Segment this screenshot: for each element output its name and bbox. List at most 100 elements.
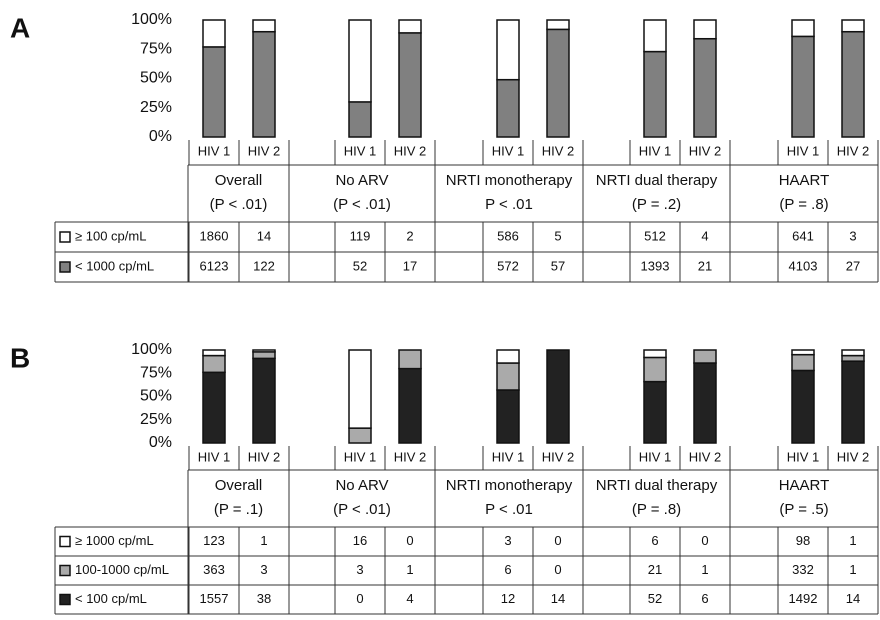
group-stat: (P = .8) (779, 196, 828, 213)
y-tick-label: 0% (149, 434, 172, 451)
group-name: HAART (779, 477, 830, 494)
cell-value: 5 (554, 228, 561, 243)
bar-segment (841, 349, 865, 357)
cell-value: 1 (701, 562, 708, 577)
cell-value: 0 (356, 591, 363, 606)
bar-segment (348, 101, 372, 138)
bar-segment (202, 46, 226, 138)
y-tick-label: 75% (140, 364, 172, 381)
cell-value: 52 (353, 258, 367, 273)
legend-swatch (59, 231, 71, 243)
y-tick-label: 50% (140, 388, 172, 405)
bar-segment (496, 389, 520, 444)
bar-segment (546, 19, 570, 31)
cell-value: 3 (849, 228, 856, 243)
bar-segment (643, 19, 667, 53)
cell-value: 4 (701, 228, 708, 243)
bar-segment (841, 19, 865, 33)
bar-segment (202, 349, 226, 357)
bar-segment (398, 349, 422, 370)
cell-value: 14 (846, 591, 860, 606)
bar-label: HIV 1 (344, 449, 377, 464)
row-label: < 1000 cp/mL (75, 258, 154, 273)
bar-segment (841, 354, 865, 362)
bar-segment (202, 354, 226, 374)
bar-segment (643, 50, 667, 138)
row-label: ≥ 1000 cp/mL (75, 533, 154, 548)
cell-value: 1 (260, 533, 267, 548)
y-tick-label: 75% (140, 40, 172, 57)
y-tick-label: 0% (149, 128, 172, 145)
bar-segment (693, 362, 717, 444)
group-name: NRTI monotherapy (446, 172, 573, 189)
cell-value: 512 (644, 228, 666, 243)
bar-label: HIV 2 (689, 143, 722, 158)
group-stat: (P = .2) (632, 196, 681, 213)
bar-label: HIV 2 (542, 449, 575, 464)
group-stat: P < .01 (485, 501, 533, 518)
bar-label: HIV 1 (639, 449, 672, 464)
row-label: ≥ 100 cp/mL (75, 228, 146, 243)
cell-value: 3 (504, 533, 511, 548)
group-name: No ARV (335, 172, 388, 189)
group-name: NRTI dual therapy (596, 172, 718, 189)
cell-value: 122 (253, 258, 275, 273)
group-stat: (P = .5) (779, 501, 828, 518)
bar-segment (546, 28, 570, 138)
bar-segment (791, 35, 815, 138)
bar-label: HIV 2 (689, 449, 722, 464)
cell-value: 16 (353, 533, 367, 548)
legend-swatch (59, 564, 71, 577)
cell-value: 1393 (641, 258, 670, 273)
cell-value: 1 (406, 562, 413, 577)
group-stat: P < .01 (485, 196, 533, 213)
bar-segment (496, 362, 520, 391)
bar-segment (496, 19, 520, 81)
cell-value: 6123 (200, 258, 229, 273)
panel-label: A (10, 12, 30, 43)
y-tick-label: 50% (140, 70, 172, 87)
bar-segment (791, 19, 815, 38)
bar-segment (643, 349, 667, 359)
bar-segment (496, 78, 520, 138)
legend-swatch (59, 261, 71, 273)
cell-value: 0 (406, 533, 413, 548)
bar-segment (348, 427, 372, 444)
cell-value: 572 (497, 258, 519, 273)
group-stat: (P = .1) (214, 501, 263, 518)
cell-value: 332 (792, 562, 814, 577)
row-label: 100-1000 cp/mL (75, 562, 169, 577)
bar-segment (252, 30, 276, 138)
cell-value: 14 (257, 228, 271, 243)
cell-value: 4 (406, 591, 413, 606)
group-stat: (P < .01) (333, 196, 391, 213)
cell-value: 586 (497, 228, 519, 243)
cell-value: 1492 (789, 591, 818, 606)
bar-segment (841, 360, 865, 444)
bar-segment (202, 371, 226, 444)
panel-label: B (10, 342, 30, 373)
cell-value: 641 (792, 228, 814, 243)
bar-label: HIV 1 (639, 143, 672, 158)
y-tick-label: 100% (131, 11, 172, 28)
cell-value: 27 (846, 258, 860, 273)
bar-segment (252, 357, 276, 444)
cell-value: 1557 (200, 591, 229, 606)
cell-value: 6 (701, 591, 708, 606)
group-stat: (P < .01) (210, 196, 268, 213)
bar-segment (398, 367, 422, 444)
bar-label: HIV 1 (198, 449, 231, 464)
y-tick-label: 100% (131, 341, 172, 358)
bar-segment (791, 369, 815, 444)
bar-segment (693, 37, 717, 138)
row-label: < 100 cp/mL (75, 591, 147, 606)
cell-value: 0 (701, 533, 708, 548)
cell-value: 0 (554, 533, 561, 548)
bar-segment (202, 19, 226, 48)
cell-value: 52 (648, 591, 662, 606)
bar-label: HIV 2 (837, 449, 870, 464)
cell-value: 17 (403, 258, 417, 273)
cell-value: 6 (651, 533, 658, 548)
bar-label: HIV 1 (492, 449, 525, 464)
legend-swatch (59, 535, 71, 548)
